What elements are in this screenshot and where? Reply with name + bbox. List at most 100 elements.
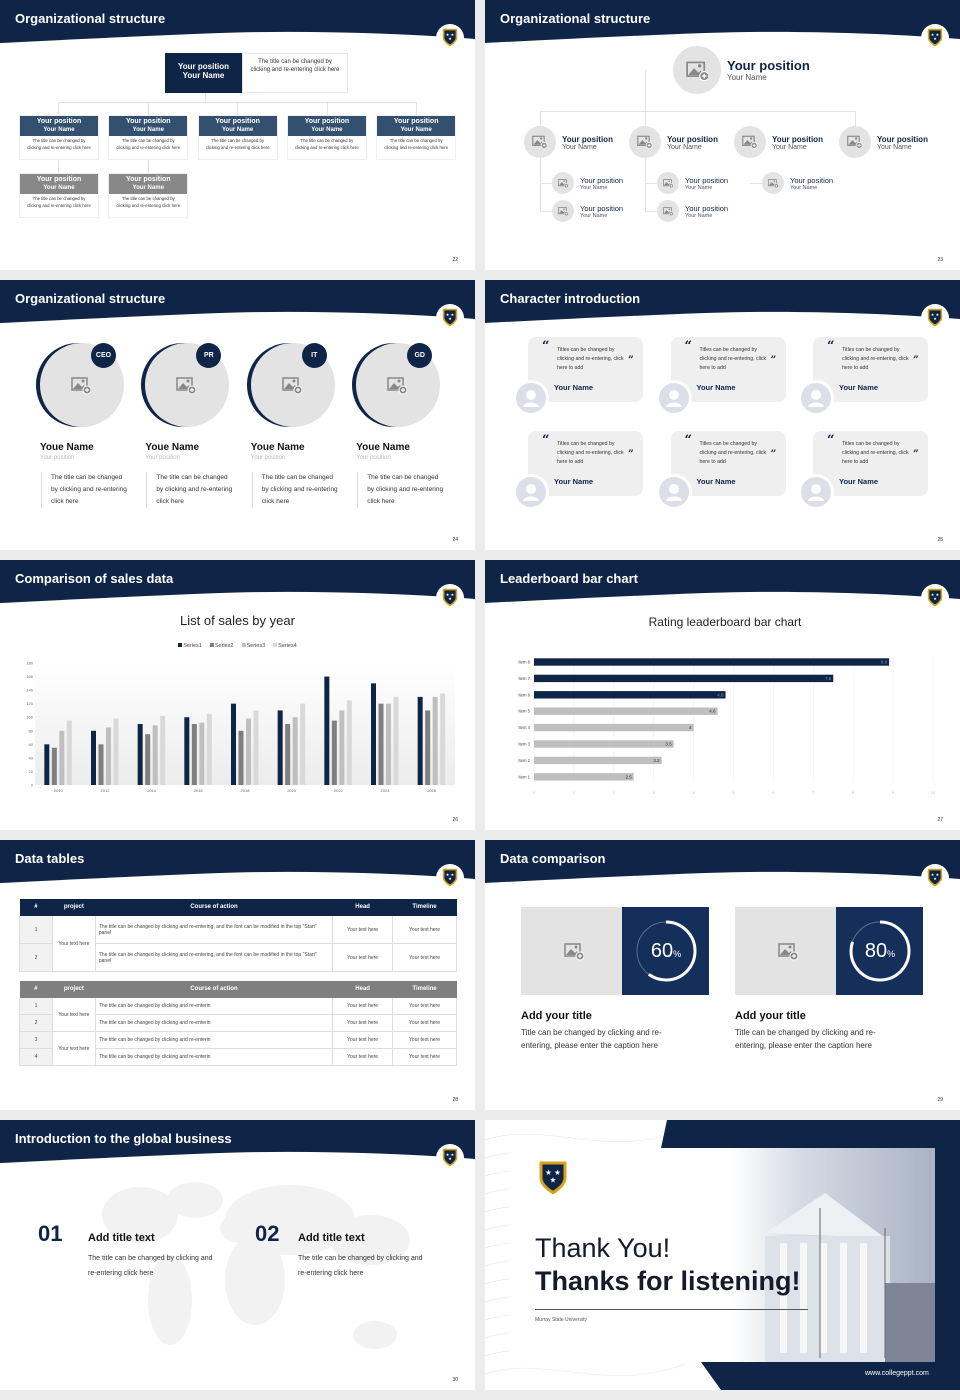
x-tick-label: 2020 <box>287 788 297 793</box>
head-cell: Your text here <box>332 915 394 944</box>
svg-text:★: ★ <box>933 316 937 321</box>
item-number: 02 <box>255 1221 280 1246</box>
bar-value-label: 4 <box>689 725 692 730</box>
org-box[interactable]: Your position Your Name The title can be c… <box>108 115 189 160</box>
avatar-placeholder[interactable] <box>657 172 679 194</box>
logo-badge: ★ ★ ★ <box>436 584 464 612</box>
name-label: Your Name <box>877 144 912 151</box>
user-avatar-icon <box>801 477 831 507</box>
slide-s31[interactable]: ★ ★ ★ Thank You! Thanks for listening! Murray… <box>485 1120 960 1390</box>
x-tick-label: 2026 <box>427 788 437 793</box>
bar-value-label: 7.5 <box>825 676 832 681</box>
connector-line <box>416 102 417 115</box>
image-placeholder-icon <box>564 943 584 961</box>
quote-text: Titles can be changed by clicking and re… <box>699 347 767 371</box>
row-number: 1 <box>19 915 53 944</box>
avatar-placeholder[interactable] <box>552 172 574 194</box>
person-name: Your Name <box>839 477 879 486</box>
org-box[interactable]: Your position Your Name The title can be c… <box>19 173 99 218</box>
column-header: # <box>34 904 38 910</box>
slide-s24[interactable]: Organizational structure ★ ★ ★ 24 CEO Youe Nam… <box>0 280 475 550</box>
slide-header-band <box>0 1120 475 1163</box>
slide-header-band <box>0 280 475 323</box>
continent-shape <box>330 1215 410 1265</box>
table-row[interactable]: 1 Your text here The title can be changed … <box>19 997 457 1032</box>
member-name: Youe Name <box>40 442 94 453</box>
table-row[interactable]: 4 The title can be changed by clicking an… <box>19 1048 457 1066</box>
continent-shape <box>102 1187 178 1243</box>
continent-shape <box>167 1182 223 1218</box>
image-placeholder-icon <box>778 943 798 961</box>
bar-series3-2024 <box>386 703 391 785</box>
head-cell: Your text here <box>332 1048 394 1066</box>
avatar-placeholder[interactable] <box>839 126 871 158</box>
org-box-description: The title can be changed by clicking and… <box>295 138 359 150</box>
action-cell: The title can be changed by clicking and… <box>94 997 334 1015</box>
logo-badge: ★ ★ ★ <box>921 304 949 332</box>
slide-s29[interactable]: Data comparison ★ ★ ★ 29 60% Add your title Tit… <box>485 840 960 1110</box>
svg-text:★: ★ <box>933 36 937 41</box>
org-box[interactable]: Your position Your Name The title can be c… <box>108 173 189 218</box>
page-number: 29 <box>937 1097 943 1103</box>
percent-value: 60% <box>636 940 696 963</box>
slide-title: Organizational structure <box>500 11 651 26</box>
member-description: The title can be changed by clicking and… <box>146 472 234 508</box>
slide-s28[interactable]: Data tables ★ ★ ★ 28 # project Course of action… <box>0 840 475 1110</box>
world-map-background <box>102 1182 410 1349</box>
org-box[interactable]: Your position Your Name The title can be c… <box>376 115 457 160</box>
continent-shape <box>225 1235 285 1325</box>
close-quote-icon: ” <box>913 355 919 366</box>
shield-logo-icon: ★ ★★ <box>442 28 458 47</box>
bar-series3-2026 <box>432 696 438 785</box>
member-position: Your position <box>40 455 75 461</box>
bar-item-5 <box>534 707 718 715</box>
slide-header-band <box>0 840 475 883</box>
table-row[interactable]: 2 The title can be changed by clicking an… <box>19 1014 457 1032</box>
bar-series3-2014 <box>152 725 158 785</box>
slide-s27[interactable]: Leaderboard bar chart ★ ★ ★ 27 Rating leaderb… <box>485 560 960 830</box>
slide-s25[interactable]: Character introduction ★ ★ ★ 25 “” Titles can … <box>485 280 960 550</box>
slide-s23[interactable]: Organizational structure ★ ★ ★ 23 Your positi… <box>485 0 960 270</box>
svg-text:★: ★ <box>451 32 455 37</box>
slide-s26[interactable]: Comparison of sales data ★ ★ ★ 26 List of sal… <box>0 560 475 830</box>
avatar-placeholder[interactable] <box>734 126 766 158</box>
row-number: 1 <box>19 997 53 1015</box>
x-tick-label: 2010 <box>54 788 64 793</box>
org-box-header: Your position Your Name <box>20 174 98 194</box>
avatar-placeholder[interactable] <box>552 200 574 222</box>
table-row[interactable]: 1 Your text here The title can be changed … <box>19 915 457 972</box>
image-placeholder-icon <box>847 136 863 150</box>
avatar-placeholder[interactable] <box>673 46 721 94</box>
person-name: Your Name <box>554 477 594 486</box>
top-description: The title can be changed by clicking and… <box>242 53 348 93</box>
position-label: Your position <box>126 176 171 183</box>
avatar-placeholder[interactable] <box>657 200 679 222</box>
avatar-placeholder[interactable] <box>524 126 556 158</box>
bar-item-8 <box>534 658 890 666</box>
user-avatar-icon <box>658 477 689 507</box>
org-box[interactable]: Your position Your Name The title can be c… <box>197 115 278 160</box>
avatar-placeholder[interactable] <box>629 126 661 158</box>
slide-header-band <box>485 840 960 883</box>
table-row[interactable]: 2 The title can be changed by clicking an… <box>19 943 457 972</box>
person-name: Your Name <box>696 477 736 486</box>
y-tick-label: 140 <box>26 688 33 693</box>
column-header: Course of action <box>190 986 238 992</box>
name-label: Your Name <box>580 212 608 219</box>
slide-s22[interactable]: Organizational structure ★ ★ ★ 22 Your positi… <box>0 0 475 270</box>
top-position-box[interactable]: Your position Your Name <box>165 53 242 93</box>
org-box[interactable]: Your position Your Name The title can be c… <box>286 115 367 160</box>
logo-badge: ★ ★ ★ <box>436 24 464 52</box>
bar-series1-2018 <box>231 703 236 785</box>
thank-you-heading: Thank You! <box>535 1233 671 1263</box>
name-label: Your Name <box>132 127 164 133</box>
org-box[interactable]: Your position Your Name The title can be c… <box>19 115 99 160</box>
slide-s30[interactable]: Introduction to the global business ★ ★ ★ 30… <box>0 1120 475 1390</box>
head-cell: Your text here <box>332 1014 394 1032</box>
percent-value: 80% <box>850 940 910 963</box>
quote-text: Titles can be changed by clicking and re… <box>557 347 624 371</box>
avatar-placeholder[interactable] <box>762 172 784 194</box>
legend-item: Series4 <box>273 643 297 649</box>
table-row[interactable]: 3 Your text here The title can be changed … <box>19 1031 457 1066</box>
position-label: Your position <box>685 204 729 214</box>
